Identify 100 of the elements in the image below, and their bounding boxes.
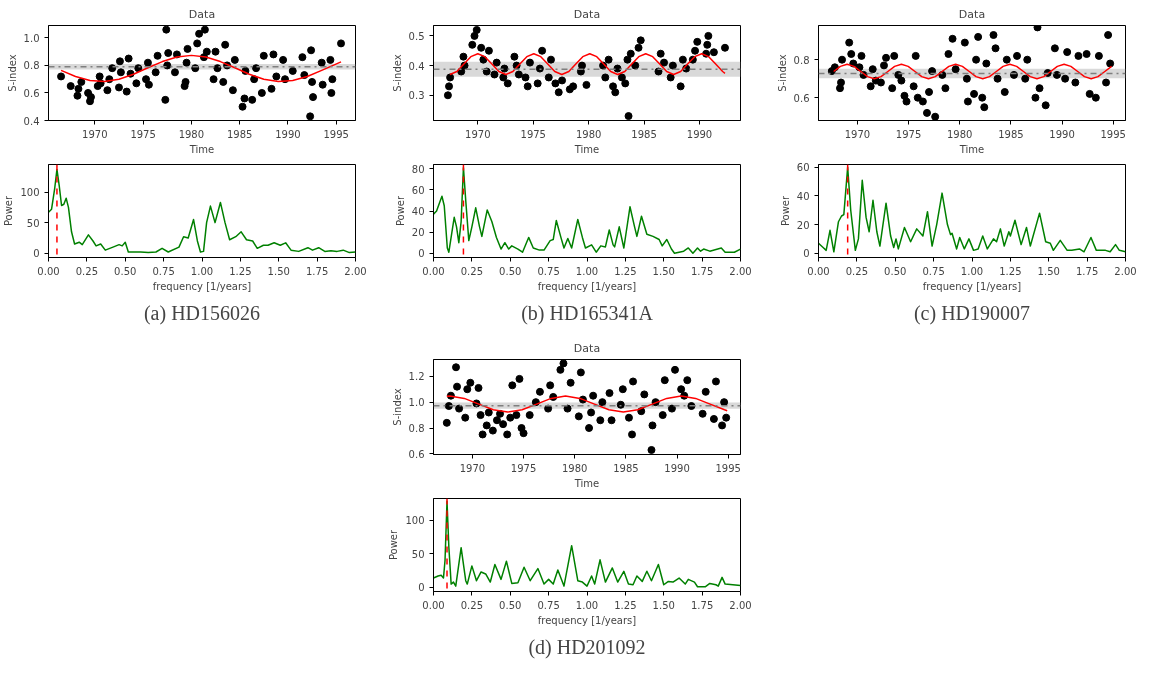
text: (b) HD165341A [521, 301, 654, 325]
x-tick-label: 2.00 [729, 265, 752, 277]
y-tick-label: 0 [803, 248, 810, 260]
x-tick-label: 1.50 [652, 265, 675, 277]
x-tick-label: 0.00 [37, 265, 60, 277]
chart-title: Data [958, 7, 986, 21]
y-tick-label: 50 [411, 548, 425, 560]
x-tick-label: 1995 [715, 462, 741, 474]
x-tick-label: 1.50 [1037, 265, 1060, 277]
x-tick-label: 0.25 [460, 265, 484, 277]
x-tick-label: 1.00 [575, 265, 599, 277]
x-tick-label: 1.75 [305, 265, 329, 277]
x-tick-label: 0.50 [884, 265, 907, 277]
x-tick-label: 0.75 [537, 265, 560, 277]
x-tick-label: 1980 [178, 128, 205, 140]
x-axis-title: Time [573, 143, 600, 155]
y-tick-label: 0 [33, 248, 40, 260]
y-tick-label: 0 [418, 248, 425, 260]
x-tick-label: 0.00 [422, 265, 445, 277]
y-axis-title: S-index [776, 54, 788, 92]
x-tick-label: 1.25 [614, 599, 637, 611]
x-tick-label: 0.75 [152, 265, 175, 277]
y-tick-label: 60 [796, 162, 810, 174]
x-tick-label: 1975 [895, 128, 922, 140]
x-tick-label: 0.50 [499, 599, 522, 611]
x-tick-label: 0.75 [537, 599, 560, 611]
x-tick-label: 1995 [1100, 128, 1126, 140]
y-tick-label: 20 [411, 227, 425, 239]
x-tick-label: 1970 [465, 128, 491, 140]
x-tick-label: 2.00 [729, 599, 752, 611]
y-tick-label: 0.6 [408, 448, 425, 460]
text: (a) HD156026 [143, 301, 261, 325]
y-tick-label: 1.0 [408, 397, 425, 409]
x-tick-label: 1.00 [190, 265, 214, 277]
text: (c) HD190007 [913, 301, 1031, 325]
y-axis-title: Power [388, 528, 400, 561]
x-tick-label: 1.50 [267, 265, 290, 277]
y-axis-title: Power [779, 194, 791, 227]
x-tick-label: 1980 [562, 462, 588, 474]
x-tick-label: 0.50 [499, 265, 522, 277]
y-tick-label: 0.8 [23, 60, 40, 72]
y-axis-title: S-index [391, 388, 403, 426]
x-tick-label: 1995 [323, 128, 349, 140]
x-tick-label: 1985 [998, 128, 1024, 140]
x-axis-title: frequency [1/years] [922, 280, 1022, 292]
x-tick-label: 0.75 [922, 265, 945, 277]
y-tick-label: 0.6 [793, 92, 810, 104]
y-tick-label: 60 [411, 184, 425, 196]
x-tick-label: 0.00 [422, 599, 445, 611]
x-tick-label: 1975 [520, 128, 546, 140]
x-tick-label: 1990 [664, 462, 690, 474]
chart-title: Data [188, 7, 216, 21]
x-axis-title: frequency [1/years] [537, 614, 637, 626]
y-tick-label: 1.0 [23, 32, 40, 44]
y-tick-label: 40 [411, 206, 425, 217]
y-tick-label: 1.2 [408, 371, 425, 383]
x-axis-title: Time [188, 143, 215, 155]
y-axis-title: Power [3, 194, 15, 227]
x-axis-title: Time [958, 143, 985, 155]
x-tick-label: 1980 [947, 128, 973, 140]
x-tick-label: 1975 [510, 462, 537, 474]
y-tick-label: 100 [405, 515, 425, 527]
text: (d) HD201092 [528, 635, 646, 659]
x-tick-label: 1990 [686, 128, 713, 140]
y-tick-label: 50 [26, 217, 40, 229]
x-tick-label: 1.25 [999, 265, 1022, 277]
x-tick-label: 1.75 [690, 599, 714, 611]
y-tick-label: 0.4 [23, 115, 40, 127]
chart-title: Data [573, 7, 601, 21]
x-tick-label: 0.50 [114, 265, 137, 277]
line-series [818, 166, 1126, 253]
x-tick-label: 0.25 [75, 265, 99, 277]
x-tick-label: 0.00 [807, 265, 830, 277]
chart-title: Data [573, 341, 601, 355]
y-tick-label: 100 [20, 187, 40, 199]
y-axis-title: S-index [391, 54, 403, 92]
y-axis-title: Power [394, 194, 406, 227]
x-tick-label: 1.00 [575, 599, 599, 611]
x-tick-label: 1.75 [1075, 265, 1099, 277]
x-tick-label: 1.50 [652, 599, 675, 611]
x-tick-label: 1990 [275, 128, 301, 140]
y-tick-label: 80 [411, 163, 425, 175]
y-tick-label: 0.6 [23, 87, 40, 99]
x-tick-label: 1990 [1049, 128, 1075, 140]
x-tick-label: 1.25 [229, 265, 252, 277]
x-axis-title: frequency [1/years] [152, 280, 252, 292]
y-axis-title: S-index [6, 54, 18, 92]
y-tick-label: 0.8 [793, 54, 810, 66]
y-tick-label: 0.5 [408, 30, 425, 42]
x-axis-title: frequency [1/years] [537, 280, 637, 292]
x-tick-label: 1970 [844, 128, 871, 140]
line-series [48, 168, 356, 254]
x-tick-label: 2.00 [1114, 265, 1137, 277]
y-tick-label: 0 [418, 582, 425, 594]
y-tick-label: 0.3 [408, 90, 425, 102]
y-tick-label: 20 [796, 219, 810, 231]
x-tick-label: 0.25 [460, 599, 484, 611]
x-tick-label: 1985 [631, 128, 657, 140]
x-tick-label: 1985 [613, 462, 639, 474]
x-tick-label: 1.25 [614, 265, 637, 277]
